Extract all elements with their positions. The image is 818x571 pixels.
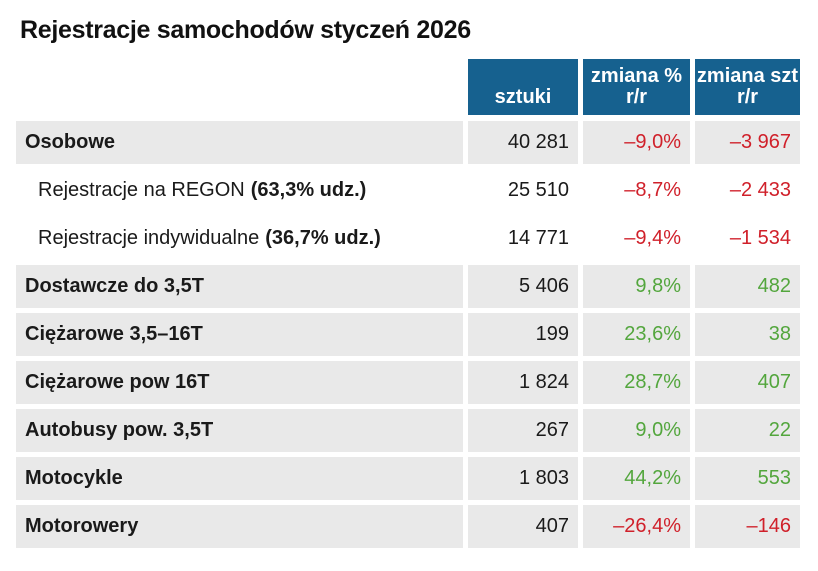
cell-zmiana-szt: 407 — [695, 361, 800, 404]
row-label: Ciężarowe 3,5–16T — [16, 313, 463, 356]
table-row-ciezarowe-pow-16: Ciężarowe pow 16T 1 824 28,7% 407 — [16, 361, 800, 404]
table-row-osobowe: Osobowe 40 281 –9,0% –3 967 — [16, 121, 800, 164]
row-label-text: Dostawcze do 3,5T — [25, 275, 204, 297]
cell-sztuki: 1 824 — [468, 361, 578, 404]
cell-sztuki: 407 — [468, 505, 578, 548]
cell-zmiana-pct: 9,8% — [583, 265, 690, 308]
row-label: Autobusy pow. 3,5T — [16, 409, 463, 452]
row-label-text: Osobowe — [25, 131, 116, 153]
cell-sztuki: 1 803 — [468, 457, 578, 500]
cell-zmiana-pct: –8,7% — [583, 169, 690, 212]
header-zmiana-pct: zmiana % r/r — [583, 59, 690, 115]
row-label-text: Rejestracje na REGON — [38, 179, 245, 201]
cell-zmiana-pct: –9,0% — [583, 121, 690, 164]
cell-zmiana-szt: –146 — [695, 505, 800, 548]
row-label-text: Ciężarowe pow 16T — [25, 371, 210, 393]
row-label-text: Ciężarowe 3,5–16T — [25, 323, 203, 345]
cell-zmiana-pct: –9,4% — [583, 217, 690, 260]
row-label: Motorowery — [16, 505, 463, 548]
cell-zmiana-pct: 28,7% — [583, 361, 690, 404]
table-row-dostawcze: Dostawcze do 3,5T 5 406 9,8% 482 — [16, 265, 800, 308]
infographic-page: Rejestracje samochodów styczeń 2026 sztu… — [0, 16, 818, 571]
row-label-text: Rejestracje indywidualne — [38, 227, 260, 249]
header-sztuki: sztuki — [468, 59, 578, 115]
cell-sztuki: 199 — [468, 313, 578, 356]
row-label: Dostawcze do 3,5T — [16, 265, 463, 308]
cell-zmiana-szt: –2 433 — [695, 169, 800, 212]
row-label-text: Motocykle — [25, 467, 123, 489]
table-row-indywidualne: Rejestracje indywidualne (36,7% udz.) 14… — [16, 217, 800, 260]
cell-zmiana-szt: 38 — [695, 313, 800, 356]
cell-zmiana-pct: –26,4% — [583, 505, 690, 548]
row-label: Ciężarowe pow 16T — [16, 361, 463, 404]
cell-sztuki: 267 — [468, 409, 578, 452]
table-row-autobusy: Autobusy pow. 3,5T 267 9,0% 22 — [16, 409, 800, 452]
table-row-motorowery: Motorowery 407 –26,4% –146 — [16, 505, 800, 548]
cell-sztuki: 25 510 — [468, 169, 578, 212]
cell-zmiana-szt: –1 534 — [695, 217, 800, 260]
cell-sztuki: 5 406 — [468, 265, 578, 308]
row-label-text: Motorowery — [25, 515, 139, 537]
table-row-regon: Rejestracje na REGON (63,3% udz.) 25 510… — [16, 169, 800, 212]
table-row-ciezarowe-35-16: Ciężarowe 3,5–16T 199 23,6% 38 — [16, 313, 800, 356]
row-label: Osobowe — [16, 121, 463, 164]
cell-zmiana-szt: 22 — [695, 409, 800, 452]
cell-zmiana-pct: 23,6% — [583, 313, 690, 356]
cell-sztuki: 14 771 — [468, 217, 578, 260]
registrations-table: sztuki zmiana % r/r zmiana szt r/r Osobo… — [16, 59, 800, 548]
row-label: Motocykle — [16, 457, 463, 500]
cell-zmiana-pct: 44,2% — [583, 457, 690, 500]
cell-zmiana-szt: 553 — [695, 457, 800, 500]
row-label: Rejestracje na REGON (63,3% udz.) — [16, 169, 463, 212]
cell-sztuki: 40 281 — [468, 121, 578, 164]
header-zmiana-szt: zmiana szt r/r — [695, 59, 800, 115]
cell-zmiana-szt: 482 — [695, 265, 800, 308]
page-title: Rejestracje samochodów styczeń 2026 — [20, 16, 471, 44]
row-label: Rejestracje indywidualne (36,7% udz.) — [16, 217, 463, 260]
cell-zmiana-szt: –3 967 — [695, 121, 800, 164]
row-label-note: (63,3% udz.) — [250, 179, 367, 201]
cell-zmiana-pct: 9,0% — [583, 409, 690, 452]
header-empty-cell — [16, 59, 463, 115]
table-row-motocykle: Motocykle 1 803 44,2% 553 — [16, 457, 800, 500]
row-label-note: (36,7% udz.) — [265, 227, 381, 249]
row-label-text: Autobusy pow. 3,5T — [25, 419, 214, 441]
table-header-row: sztuki zmiana % r/r zmiana szt r/r — [16, 59, 800, 115]
